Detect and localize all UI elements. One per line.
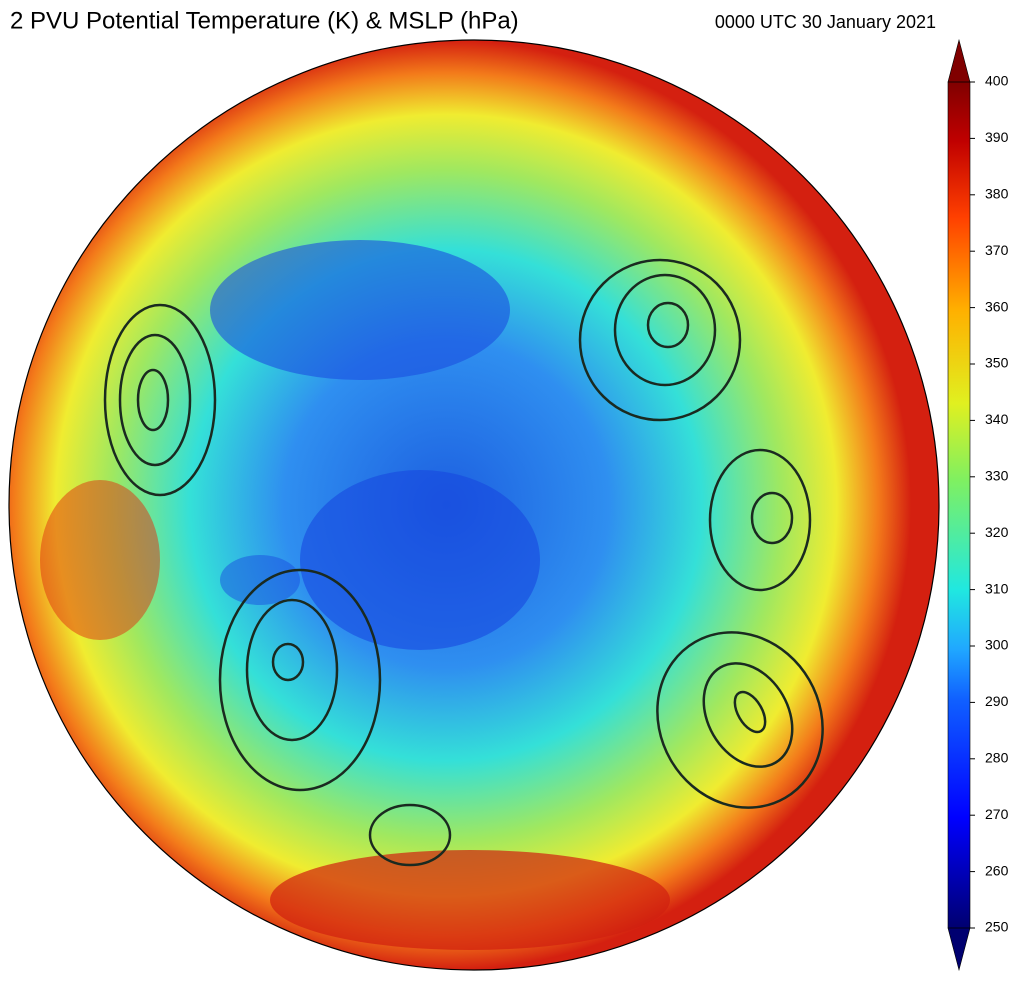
colorbar-tick-label: 330	[985, 468, 1009, 484]
colorbar-tick-label: 260	[985, 862, 1009, 878]
colorbar-tick-label: 320	[985, 524, 1009, 540]
colorbar-tick-label: 270	[985, 806, 1009, 822]
colorbar-extend-max	[947, 38, 971, 83]
colorbar-tick-label: 390	[985, 129, 1009, 145]
colorbar-fill	[948, 82, 970, 928]
colorbar-tick-label: 290	[985, 693, 1009, 709]
colorbar-tick-label: 370	[985, 242, 1009, 258]
cold-pool	[220, 555, 300, 605]
colorbar-tick-label: 360	[985, 298, 1009, 314]
valid-time: 0000 UTC 30 January 2021	[715, 12, 936, 32]
colorbar-frame	[947, 81, 971, 929]
colorbar-tick-label: 310	[985, 580, 1009, 596]
colorbar-extend-min	[947, 927, 971, 972]
colorbar-tick-label: 300	[985, 637, 1009, 653]
colorbar-tick-label: 400	[985, 73, 1009, 89]
mslp-contours	[103, 258, 824, 867]
map	[9, 40, 939, 970]
colorbar-tick-label: 340	[985, 411, 1009, 427]
map-border	[8, 39, 940, 971]
colorbar-tick-label: 380	[985, 186, 1009, 202]
title: 2 PVU Potential Temperature (K) & MSLP (…	[10, 7, 519, 34]
colorbar	[947, 38, 971, 972]
warm-pool	[40, 480, 160, 640]
colorbar-tick-label: 350	[985, 355, 1009, 371]
cold-pool	[210, 240, 510, 380]
warm-pool	[270, 850, 670, 950]
colorbar-tick-label: 280	[985, 750, 1009, 766]
cold-pool	[300, 470, 540, 650]
colorbar-tick-label: 250	[985, 919, 1009, 935]
